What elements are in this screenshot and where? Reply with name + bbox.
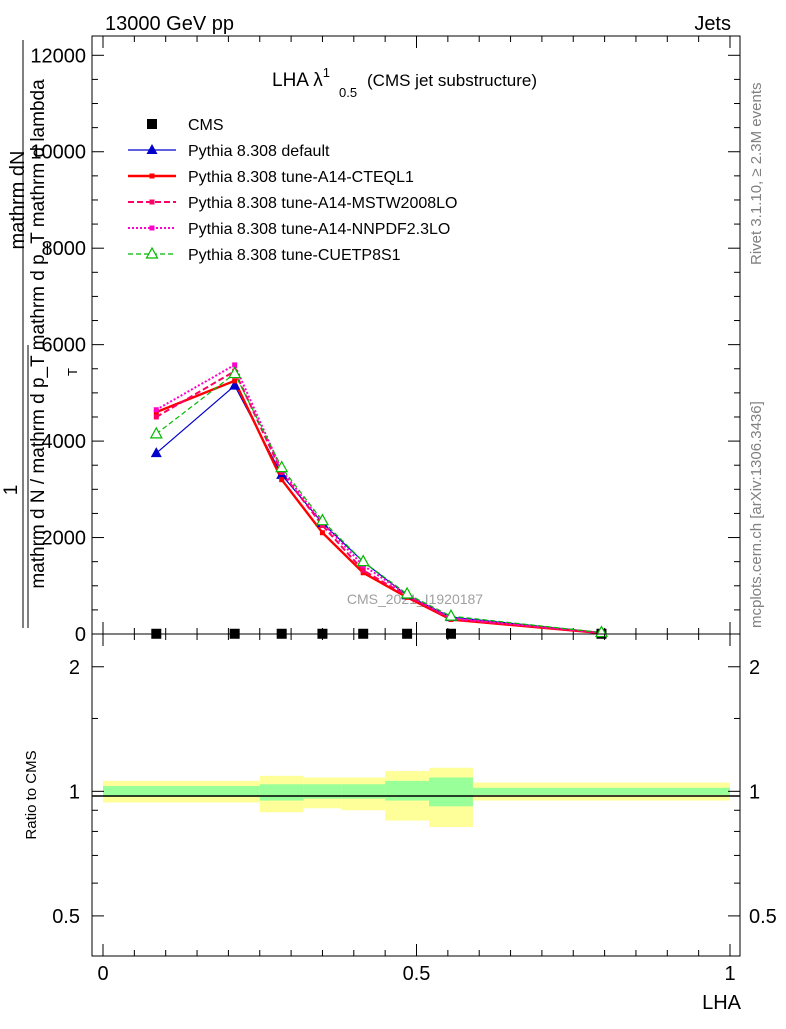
main-x-ticks (102, 36, 731, 634)
y-tick-label: 2000 (42, 528, 87, 550)
band-inner (259, 784, 304, 801)
plot-title: LHA λ1 (272, 65, 330, 91)
legend-label-nnpdf: Pythia 8.308 tune-A14-NNPDF2.3LO (188, 221, 450, 238)
data-point-nnpdf (153, 407, 159, 413)
title-suffix: (CMS jet substructure) (367, 71, 537, 90)
legend-marker-cteql1 (149, 173, 155, 179)
ratio-y-tick-label: 0.5 (52, 906, 80, 928)
series-line-cuetp8s1 (155, 372, 602, 634)
legend-marker-default (146, 144, 158, 154)
legend-marker-mstw (149, 199, 155, 205)
title-sub: 0.5 (339, 85, 357, 100)
ratio-x-ticks: 0 0.5 1 (97, 634, 736, 985)
band-inner (303, 784, 342, 799)
ratio-y-tick-label: 2 (69, 657, 80, 679)
band-inner (103, 786, 260, 797)
legend-marker-nnpdf (149, 225, 155, 231)
band-inner (385, 780, 430, 801)
y-tick-label: 0 (75, 624, 86, 646)
y-tick-label: 8000 (42, 238, 87, 260)
band-inner (429, 777, 473, 807)
main-ylabel: mathrm dN mathrm d N / mathrm d p_T math… (1, 40, 80, 628)
legend: CMS Pythia 8.308 default Pythia 8.308 tune… (128, 117, 457, 264)
main-y-ticks: 0 2000 4000 6000 8000 10000 12000 (30, 45, 740, 646)
ratio-xlabel: LHA (702, 992, 742, 1014)
rivet-label: Rivet 3.1.10, ≥ 2.3M events (748, 83, 765, 266)
ylabel-one: 1 (1, 485, 22, 496)
process-label: Jets (694, 13, 731, 35)
data-point-cuetp8s1 (315, 513, 329, 526)
data-point-cteql1 (232, 378, 238, 384)
ylabel-main: mathrm d N / mathrm d p_T mathrm d p_T m… (28, 79, 49, 589)
legend-marker-cms (147, 119, 157, 129)
band-inner (472, 787, 730, 795)
data-point-cuetp8s1 (228, 366, 242, 379)
ratio-x-tick-label: 1 (724, 963, 735, 985)
data-point-cuetp8s1 (275, 460, 289, 473)
legend-label-cms: CMS (188, 117, 224, 134)
y-tick-label: 4000 (42, 431, 87, 453)
ratio-y-tick-label-right: 0.5 (749, 906, 777, 928)
y-tick-label: 10000 (30, 142, 86, 164)
ratio-y-tick-label: 1 (69, 781, 80, 803)
ratio-x-tick-label: 0.5 (403, 963, 431, 985)
ratio-x-tick-label: 0 (97, 963, 108, 985)
ratio-ylabel: Ratio to CMS (23, 750, 40, 839)
data-point-default (229, 379, 241, 390)
ylabel-numerator: mathrm dN (7, 151, 29, 250)
legend-label-cteql1: Pythia 8.308 tune-A14-CTEQL1 (188, 169, 414, 186)
legend-label-mstw: Pythia 8.308 tune-A14-MSTW2008LO (188, 195, 457, 212)
data-point-cuetp8s1 (149, 426, 163, 439)
y-tick-label: 6000 (42, 335, 87, 357)
source-label: mcplots.cern.ch [arXiv:1306.3436] (748, 401, 765, 628)
data-point-mstw (153, 414, 159, 420)
series-line-cteql1 (155, 379, 602, 635)
beam-label: 13000 GeV pp (105, 13, 234, 35)
ratio-y-ticks: 0.5 0.5 1 1 2 2 (52, 657, 777, 928)
ratio-y-tick-label-right: 1 (749, 781, 760, 803)
ratio-y-tick-label-right: 2 (749, 657, 760, 679)
data-point-cuetp8s1 (444, 608, 458, 621)
ratio-frame-top (91, 633, 741, 957)
ratio-bands (103, 767, 730, 827)
data-point-cuetp8s1 (400, 586, 414, 599)
title-sup: 1 (323, 65, 330, 80)
data-point-nnpdf (232, 362, 238, 368)
data-point-default (150, 447, 162, 458)
title-main: LHA λ (272, 70, 323, 91)
data-point-mstw (360, 567, 366, 573)
data-point-cteql1 (279, 477, 285, 483)
band-inner (341, 784, 386, 799)
series-layer (149, 362, 608, 639)
ylabel-sub: T (65, 368, 80, 376)
series-line-nnpdf (155, 363, 602, 634)
data-point-cteql1 (319, 530, 325, 536)
legend-label-default: Pythia 8.308 default (188, 143, 330, 160)
y-tick-label: 12000 (30, 45, 86, 67)
legend-label-cuetp8s1: Pythia 8.308 tune-CUETP8S1 (188, 247, 401, 264)
legend-marker-cuetp8s1 (145, 246, 159, 259)
data-point-cuetp8s1 (356, 554, 370, 567)
